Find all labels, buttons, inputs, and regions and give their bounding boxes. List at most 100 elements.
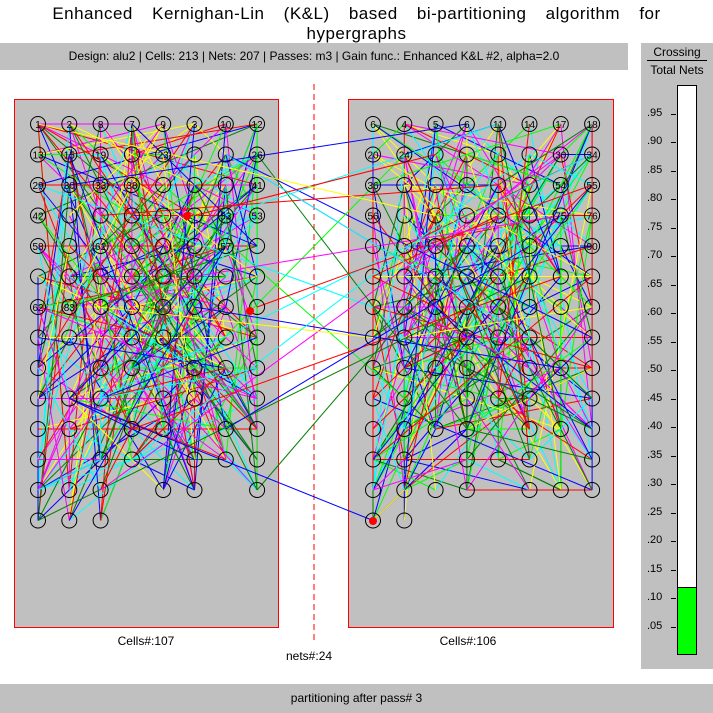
left-cell-node	[92, 451, 109, 468]
net-edge	[131, 337, 258, 369]
cut-nets-count: nets#:24	[286, 649, 333, 663]
right-cell-node	[552, 238, 569, 254]
left-cell-node	[155, 329, 172, 346]
gauge-tick-mark	[671, 284, 676, 286]
right-cell-node	[365, 512, 381, 529]
net-edge	[466, 337, 499, 430]
left-cell-node	[92, 207, 109, 224]
right-cell-node	[584, 421, 601, 437]
left-cell-node: 12	[249, 116, 266, 132]
left-cell-node	[92, 268, 109, 285]
net-edge	[372, 459, 468, 491]
net-edge	[435, 306, 593, 430]
right-cell-node	[396, 268, 413, 285]
right-cell-node: 56	[365, 207, 381, 224]
right-cell-node: 30	[552, 146, 569, 163]
right-cell-node: 24	[396, 146, 413, 163]
right-cell-node: 17	[552, 116, 569, 132]
right-cell-node	[584, 390, 601, 407]
left-cell-label: 26	[252, 151, 264, 162]
right-cell-node	[521, 268, 538, 285]
right-cell-node: 11	[490, 116, 507, 132]
right-cell-node: 90	[584, 238, 601, 254]
left-cell-label: 42	[32, 212, 44, 223]
left-cell-node	[217, 299, 234, 315]
net-edge	[37, 306, 258, 399]
left-cell-node: 62	[30, 299, 46, 315]
left-cell-node	[30, 482, 46, 498]
gauge-tick-mark	[671, 370, 676, 371]
left-cell-node	[61, 238, 78, 254]
left-cell-label: 19	[95, 151, 107, 162]
net-edge	[256, 245, 468, 491]
right-cell-node	[584, 329, 601, 346]
left-cell-node	[186, 299, 203, 315]
right-cell-node	[490, 451, 507, 468]
right-cell-node	[521, 207, 538, 224]
right-cell-node	[396, 299, 413, 315]
net-edge	[100, 154, 258, 277]
right-cell-count: Cells#:106	[439, 634, 497, 648]
right-cell-node	[458, 482, 475, 498]
left-cell-node: 8	[92, 116, 109, 132]
right-cell-node: 18	[584, 116, 601, 132]
gauge-tick-mark	[671, 427, 676, 428]
net-edge	[372, 459, 436, 491]
net-edge	[403, 276, 468, 338]
net-edge	[37, 123, 164, 277]
left-cell-node: 38	[123, 177, 140, 193]
left-cell-label: 8	[98, 120, 104, 131]
gauge-tick-label: .90	[647, 135, 663, 147]
left-cell-label: 13	[32, 151, 44, 162]
right-cell-node	[552, 299, 569, 315]
net-edge	[403, 154, 530, 430]
net-edge	[529, 184, 593, 277]
right-cell-node	[458, 268, 475, 285]
net-edge	[37, 123, 258, 216]
net-edge	[69, 398, 374, 521]
left-cell-node	[61, 482, 78, 498]
gauge-header-top: Crossing	[653, 45, 701, 59]
left-cell-node	[61, 390, 78, 407]
net-edge	[69, 123, 258, 155]
net-edge	[372, 398, 405, 491]
left-cell-node: 23	[155, 146, 172, 163]
left-cell-label: 9	[160, 120, 166, 131]
left-cell-node: 33	[92, 177, 109, 193]
net-edge	[100, 154, 227, 491]
left-cell-node	[123, 207, 140, 224]
right-cell-node	[396, 207, 413, 224]
right-cell-label: 55	[587, 181, 599, 192]
net-edge	[100, 367, 226, 399]
left-cell-node	[30, 329, 46, 346]
right-cell-node	[458, 329, 475, 346]
net-edge	[37, 123, 195, 155]
right-cell-node	[521, 390, 538, 407]
left-cell-node	[186, 390, 203, 407]
net-edge	[466, 154, 561, 186]
left-cell-label: 53	[220, 212, 232, 223]
gauge-tick-label: .70	[647, 249, 663, 261]
right-cell-node	[490, 329, 507, 346]
left-cell-node	[155, 268, 172, 285]
left-cell-node: 26	[249, 146, 266, 163]
left-cell-label: 3	[192, 120, 198, 131]
right-cell-label: 76	[587, 212, 599, 223]
net-edge	[100, 154, 562, 491]
right-cell-node	[458, 451, 475, 468]
left-cell-node	[123, 360, 140, 376]
right-cell-label: 90	[587, 242, 599, 253]
right-cell-label: 54	[555, 181, 567, 192]
design-info-bar: Design: alu2 | Cells: 213 | Nets: 207 | …	[0, 43, 628, 70]
net-edge	[466, 306, 593, 491]
left-cell-node	[92, 390, 109, 407]
right-cell-node	[427, 421, 444, 437]
right-cell-label: 75	[555, 212, 567, 223]
left-cell-node: 30	[61, 177, 78, 193]
right-cell-label: 36	[367, 181, 379, 192]
net-edge	[68, 245, 227, 521]
right-cell-label: 11	[493, 120, 504, 131]
left-cell-node	[155, 207, 172, 224]
net-edge	[194, 154, 258, 186]
right-cell-node	[396, 482, 413, 498]
